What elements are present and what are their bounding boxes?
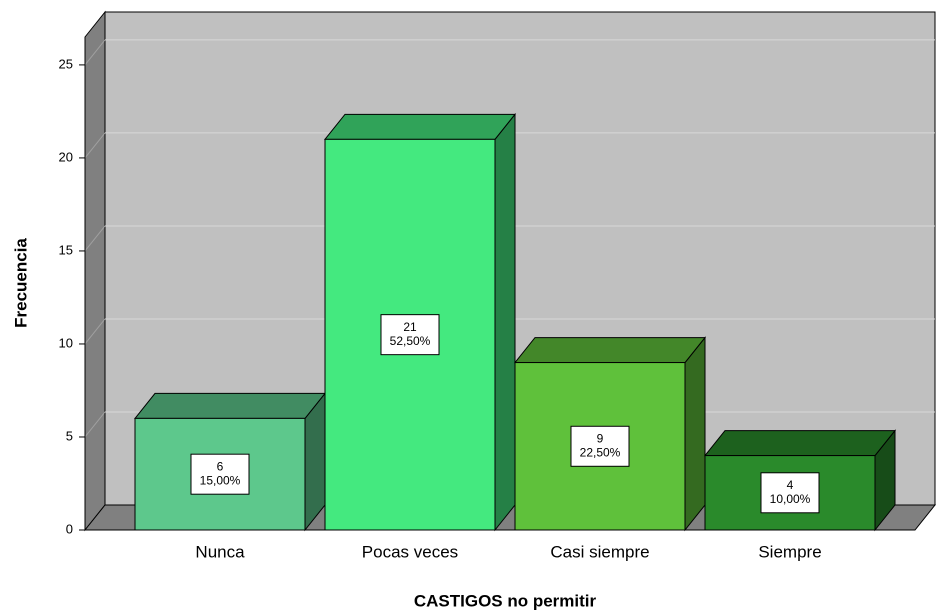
bar-top — [323, 113, 517, 140]
data-label: 22,50% — [580, 445, 621, 459]
data-label: 15,00% — [200, 473, 241, 487]
y-tick-label: 25 — [59, 56, 73, 71]
grid-line — [84, 225, 106, 252]
data-label-box — [760, 472, 820, 514]
bar-side — [494, 112, 516, 532]
data-label: 21 — [403, 320, 417, 334]
y-tick-label: 15 — [59, 242, 73, 257]
y-tick-label: 0 — [66, 521, 73, 536]
y-tick-label: 10 — [59, 335, 73, 350]
grid-line — [84, 132, 106, 159]
data-label-box — [570, 425, 630, 467]
data-label-box — [380, 314, 440, 356]
x-tick-label: Casi siempre — [550, 542, 649, 561]
bar-top — [513, 337, 707, 364]
left-wall — [84, 10, 106, 532]
grid-line — [84, 411, 106, 438]
y-axis-title: Frecuencia — [11, 238, 30, 328]
data-label: 9 — [597, 431, 604, 445]
data-label: 52,50% — [390, 334, 431, 348]
data-label: 4 — [787, 478, 794, 492]
grid-line — [84, 39, 106, 66]
data-label: 10,00% — [770, 492, 811, 506]
x-tick-label: Nunca — [195, 542, 245, 561]
y-tick-label: 5 — [66, 428, 73, 443]
x-tick-label: Siempre — [758, 542, 821, 561]
data-label: 6 — [217, 459, 224, 473]
y-tick-label: 20 — [59, 149, 73, 164]
bar-top — [133, 392, 327, 419]
data-label-box — [190, 453, 250, 495]
x-axis-title: CASTIGOS no permitir — [414, 591, 597, 610]
grid-line — [84, 318, 106, 345]
x-tick-label: Pocas veces — [362, 542, 458, 561]
bar-side — [684, 336, 706, 532]
bar-top — [703, 430, 897, 457]
